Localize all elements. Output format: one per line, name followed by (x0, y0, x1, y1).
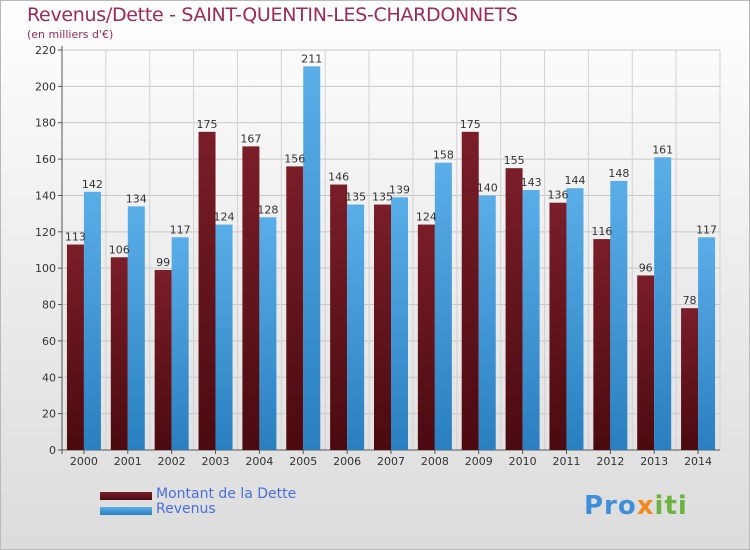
bar-debt (242, 146, 260, 450)
bar-revenue (347, 204, 365, 450)
data-label-debt: 146 (328, 171, 349, 184)
bar-debt (374, 204, 391, 450)
bar-debt (286, 166, 304, 450)
data-label-revenue: 128 (257, 203, 278, 216)
data-label-debt: 99 (156, 256, 170, 269)
data-label-debt: 175 (460, 118, 481, 131)
data-label-revenue: 144 (564, 174, 585, 187)
x-tick-label: 2000 (70, 455, 98, 468)
bar-revenue (566, 188, 584, 450)
legend-label-debt: Montant de la Dette (156, 486, 297, 502)
bar-debt (461, 131, 479, 450)
chart-title: Revenus/Dette - SAINT-QUENTIN-LES-CHARDO… (27, 4, 518, 26)
bar-revenue (478, 195, 496, 450)
data-labels: 113 142 106 134 99 117 175 124 167 128 156 211 146 13… (65, 52, 717, 307)
x-tick-label: 2011 (552, 455, 580, 468)
data-label-debt: 136 (547, 189, 568, 202)
data-label-debt: 167 (240, 132, 261, 145)
data-label-revenue: 124 (214, 211, 235, 224)
bar-revenue (698, 237, 716, 450)
legend-swatch-revenue (100, 507, 152, 515)
y-tick-label: 140 (35, 189, 56, 202)
y-tick-label: 60 (42, 335, 56, 348)
bar-debt (66, 244, 84, 450)
x-tick-label: 2002 (158, 455, 186, 468)
bar-revenue (654, 157, 672, 451)
x-tick-label: 2007 (377, 455, 405, 468)
y-tick-label: 100 (35, 262, 56, 275)
x-tick-label: 2012 (596, 455, 624, 468)
x-tick-label: 2013 (640, 455, 668, 468)
data-label-debt: 96 (639, 261, 653, 274)
legend-label-revenue: Revenus (156, 501, 216, 517)
x-tick-label: 2009 (465, 455, 493, 468)
bars (66, 66, 716, 451)
y-tick-label: 40 (42, 371, 56, 384)
bar-revenue (391, 197, 408, 450)
x-tick-label: 2006 (333, 455, 361, 468)
data-label-debt: 156 (284, 152, 305, 165)
bar-revenue (127, 206, 145, 450)
y-tick-label: 120 (35, 226, 56, 239)
data-label-revenue: 134 (126, 192, 147, 205)
bar-debt (593, 239, 611, 450)
data-label-revenue: 117 (696, 223, 717, 236)
data-label-debt: 113 (65, 231, 86, 244)
bar-debt (681, 308, 699, 450)
x-tick-label: 2008 (421, 455, 449, 468)
data-label-revenue: 142 (82, 178, 103, 191)
bar-debt (417, 224, 435, 450)
data-label-debt: 78 (683, 294, 697, 307)
data-label-revenue: 140 (477, 181, 498, 194)
data-label-revenue: 135 (345, 191, 366, 204)
data-label-debt: 106 (109, 243, 130, 256)
data-label-debt: 155 (504, 154, 525, 167)
y-tick-label: 20 (42, 408, 56, 421)
bar-debt (198, 131, 216, 450)
bar-revenue (171, 237, 189, 450)
bar-debt (330, 184, 348, 450)
bar-debt (549, 202, 567, 450)
data-label-revenue: 161 (652, 143, 673, 156)
proxiti-logo: Proxiti (584, 491, 688, 521)
y-tick-label: 80 (42, 299, 56, 312)
bar-debt (505, 168, 523, 450)
x-tick-label: 2004 (245, 455, 273, 468)
bar-revenue (610, 180, 628, 450)
data-label-revenue: 139 (389, 183, 410, 196)
chart-subtitle: (en milliers d'€) (27, 28, 114, 41)
bar-debt (637, 275, 655, 450)
data-label-debt: 135 (372, 191, 393, 204)
y-tick-label: 0 (49, 444, 56, 457)
x-tick-label: 2010 (509, 455, 537, 468)
data-label-revenue: 117 (170, 223, 191, 236)
y-tick-label: 180 (35, 117, 56, 130)
bar-revenue (434, 162, 452, 450)
x-tick-label: 2003 (202, 455, 230, 468)
bar-debt (110, 257, 128, 450)
x-tick-label: 2014 (684, 455, 712, 468)
bar-debt (154, 270, 172, 450)
data-label-debt: 124 (416, 211, 437, 224)
data-label-debt: 116 (591, 225, 612, 238)
bar-revenue (522, 190, 540, 450)
bar-revenue (215, 224, 233, 450)
data-label-revenue: 148 (608, 167, 629, 180)
y-tick-label: 200 (35, 80, 56, 93)
legend-swatch-debt (100, 492, 152, 500)
bar-revenue (259, 217, 277, 450)
data-label-debt: 175 (197, 118, 218, 131)
x-tick-label: 2005 (289, 455, 317, 468)
y-tick-label: 220 (35, 44, 56, 57)
data-label-revenue: 158 (433, 149, 454, 162)
y-tick-label: 160 (35, 153, 56, 166)
bar-revenue (83, 191, 101, 450)
bar-revenue (303, 66, 321, 450)
data-label-revenue: 211 (301, 52, 322, 65)
data-label-revenue: 143 (521, 176, 542, 189)
x-tick-label: 2001 (114, 455, 142, 468)
